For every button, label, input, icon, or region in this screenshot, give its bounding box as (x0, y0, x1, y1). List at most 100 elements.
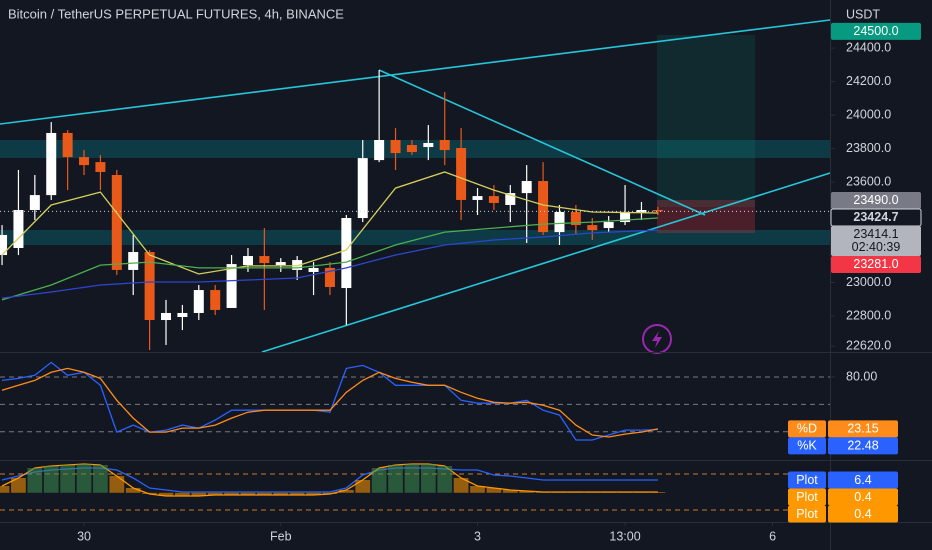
column (191, 492, 207, 496)
column (404, 464, 420, 493)
candle-body (423, 143, 434, 148)
candle-body (357, 158, 368, 219)
candle-body (0, 234, 8, 256)
candle-body (341, 218, 352, 289)
moving-average (1, 217, 658, 301)
series-tag-name-bg (788, 437, 826, 455)
candle-body (292, 260, 303, 270)
profit-zone (657, 35, 755, 207)
candle-body (226, 264, 237, 308)
candle-body (308, 267, 319, 272)
candle-body (210, 290, 221, 310)
candle-body (587, 225, 598, 231)
column (355, 480, 371, 493)
column (535, 492, 551, 493)
series-tag (828, 437, 898, 455)
column (453, 478, 469, 493)
column (388, 465, 403, 493)
chart-title: Bitcoin / TetherUS PERPETUAL FUTURES, 4h… (8, 6, 344, 21)
series-tag-name: Plot (796, 507, 818, 521)
last-price-label: 23424.7 (853, 210, 898, 224)
candle-body (62, 132, 73, 158)
moving-average (1, 229, 658, 299)
candle-body (603, 222, 614, 229)
candle-body (554, 212, 565, 233)
column (502, 490, 518, 493)
series-tag-value: 0.4 (854, 507, 871, 521)
series-tag-value: 23.15 (847, 422, 878, 436)
zone (0, 230, 830, 245)
series-tag-name: Plot (796, 473, 818, 487)
candle-body (95, 162, 106, 172)
column (552, 492, 567, 493)
column (76, 464, 92, 493)
candle-body (472, 196, 483, 200)
candle-body (570, 212, 581, 226)
column (568, 492, 584, 493)
series-tag-value: 6.4 (854, 473, 871, 487)
y-tick-label: 23600.0 (846, 174, 891, 188)
column (601, 492, 617, 493)
column (27, 468, 43, 493)
column (207, 492, 223, 495)
series-tag-name-bg (788, 471, 826, 489)
candle-body (161, 312, 171, 321)
column (470, 486, 485, 493)
candle-body (620, 212, 631, 223)
x-tick-label: 6 (769, 529, 776, 543)
y-tick-label: 80.00 (846, 369, 877, 383)
candle-body (111, 174, 122, 270)
column (224, 492, 239, 495)
candle-body (79, 157, 90, 166)
y-tick-label: 24200.0 (846, 74, 891, 88)
column (420, 464, 436, 493)
unit-label: USDT (846, 7, 880, 21)
countdown: 02:40:39 (852, 240, 901, 254)
column (60, 465, 76, 493)
candle-body (374, 139, 385, 161)
column (437, 466, 453, 493)
series-tag-name: %D (797, 422, 817, 436)
trend-line (261, 172, 830, 352)
column (617, 492, 633, 493)
series-tag-name: Plot (796, 490, 818, 504)
price-tag (831, 255, 921, 273)
column (634, 492, 649, 493)
pane (0, 361, 830, 441)
candle-body (324, 267, 335, 288)
candle-body (177, 312, 188, 318)
column (11, 478, 26, 493)
series-tag-value: 0.4 (854, 490, 871, 504)
candle-body (488, 196, 499, 203)
indicator-panes: 80.000.00 (0, 361, 877, 511)
column (43, 466, 59, 493)
y-tick-label: 22620.0 (846, 338, 891, 352)
price-tag (831, 22, 921, 40)
series-tag (828, 471, 898, 489)
candle-body (406, 145, 417, 153)
loss-zone (657, 200, 755, 233)
series-tag-name-bg (788, 420, 826, 438)
column (338, 490, 354, 493)
series-tag-value: 22.48 (847, 439, 878, 453)
column (273, 492, 289, 495)
series-tag-name: %K (797, 439, 817, 453)
series-tag (828, 488, 898, 506)
x-tick-label: 3 (474, 529, 481, 543)
column (584, 492, 600, 493)
column (125, 488, 141, 493)
candle-body (521, 181, 532, 194)
price-tag (831, 191, 921, 209)
y-tick-label: 24000.0 (846, 107, 891, 121)
candle-body (456, 148, 467, 200)
column (0, 486, 10, 493)
column (109, 476, 125, 493)
candle-body (29, 195, 40, 210)
indicator-line (1, 367, 659, 438)
candle-body (636, 209, 647, 214)
candle-body (193, 290, 204, 313)
candle-body (259, 256, 270, 264)
price-tags: 24500.0 23490.0 23424.7 23414.102:40:39 2328… (788, 22, 922, 523)
